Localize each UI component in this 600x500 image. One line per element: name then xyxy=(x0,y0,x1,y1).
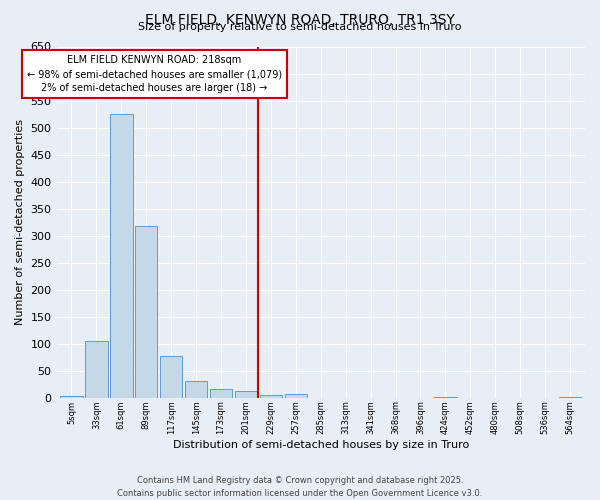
Bar xyxy=(434,396,457,398)
Y-axis label: Number of semi-detached properties: Number of semi-detached properties xyxy=(15,119,25,325)
Bar xyxy=(60,396,83,398)
X-axis label: Distribution of semi-detached houses by size in Truro: Distribution of semi-detached houses by … xyxy=(173,440,469,450)
Text: Contains HM Land Registry data © Crown copyright and database right 2025.
Contai: Contains HM Land Registry data © Crown c… xyxy=(118,476,482,498)
Bar xyxy=(160,356,182,398)
Bar xyxy=(135,226,157,398)
Bar xyxy=(260,395,282,398)
Bar xyxy=(235,391,257,398)
Bar xyxy=(210,389,232,398)
Text: Size of property relative to semi-detached houses in Truro: Size of property relative to semi-detach… xyxy=(138,22,462,32)
Bar xyxy=(185,382,208,398)
Bar xyxy=(85,341,107,398)
Bar xyxy=(110,114,133,398)
Bar xyxy=(559,396,581,398)
Text: ELM FIELD KENWYN ROAD: 218sqm
← 98% of semi-detached houses are smaller (1,079)
: ELM FIELD KENWYN ROAD: 218sqm ← 98% of s… xyxy=(27,56,282,94)
Text: ELM FIELD, KENWYN ROAD, TRURO, TR1 3SY: ELM FIELD, KENWYN ROAD, TRURO, TR1 3SY xyxy=(145,12,455,26)
Bar xyxy=(284,394,307,398)
